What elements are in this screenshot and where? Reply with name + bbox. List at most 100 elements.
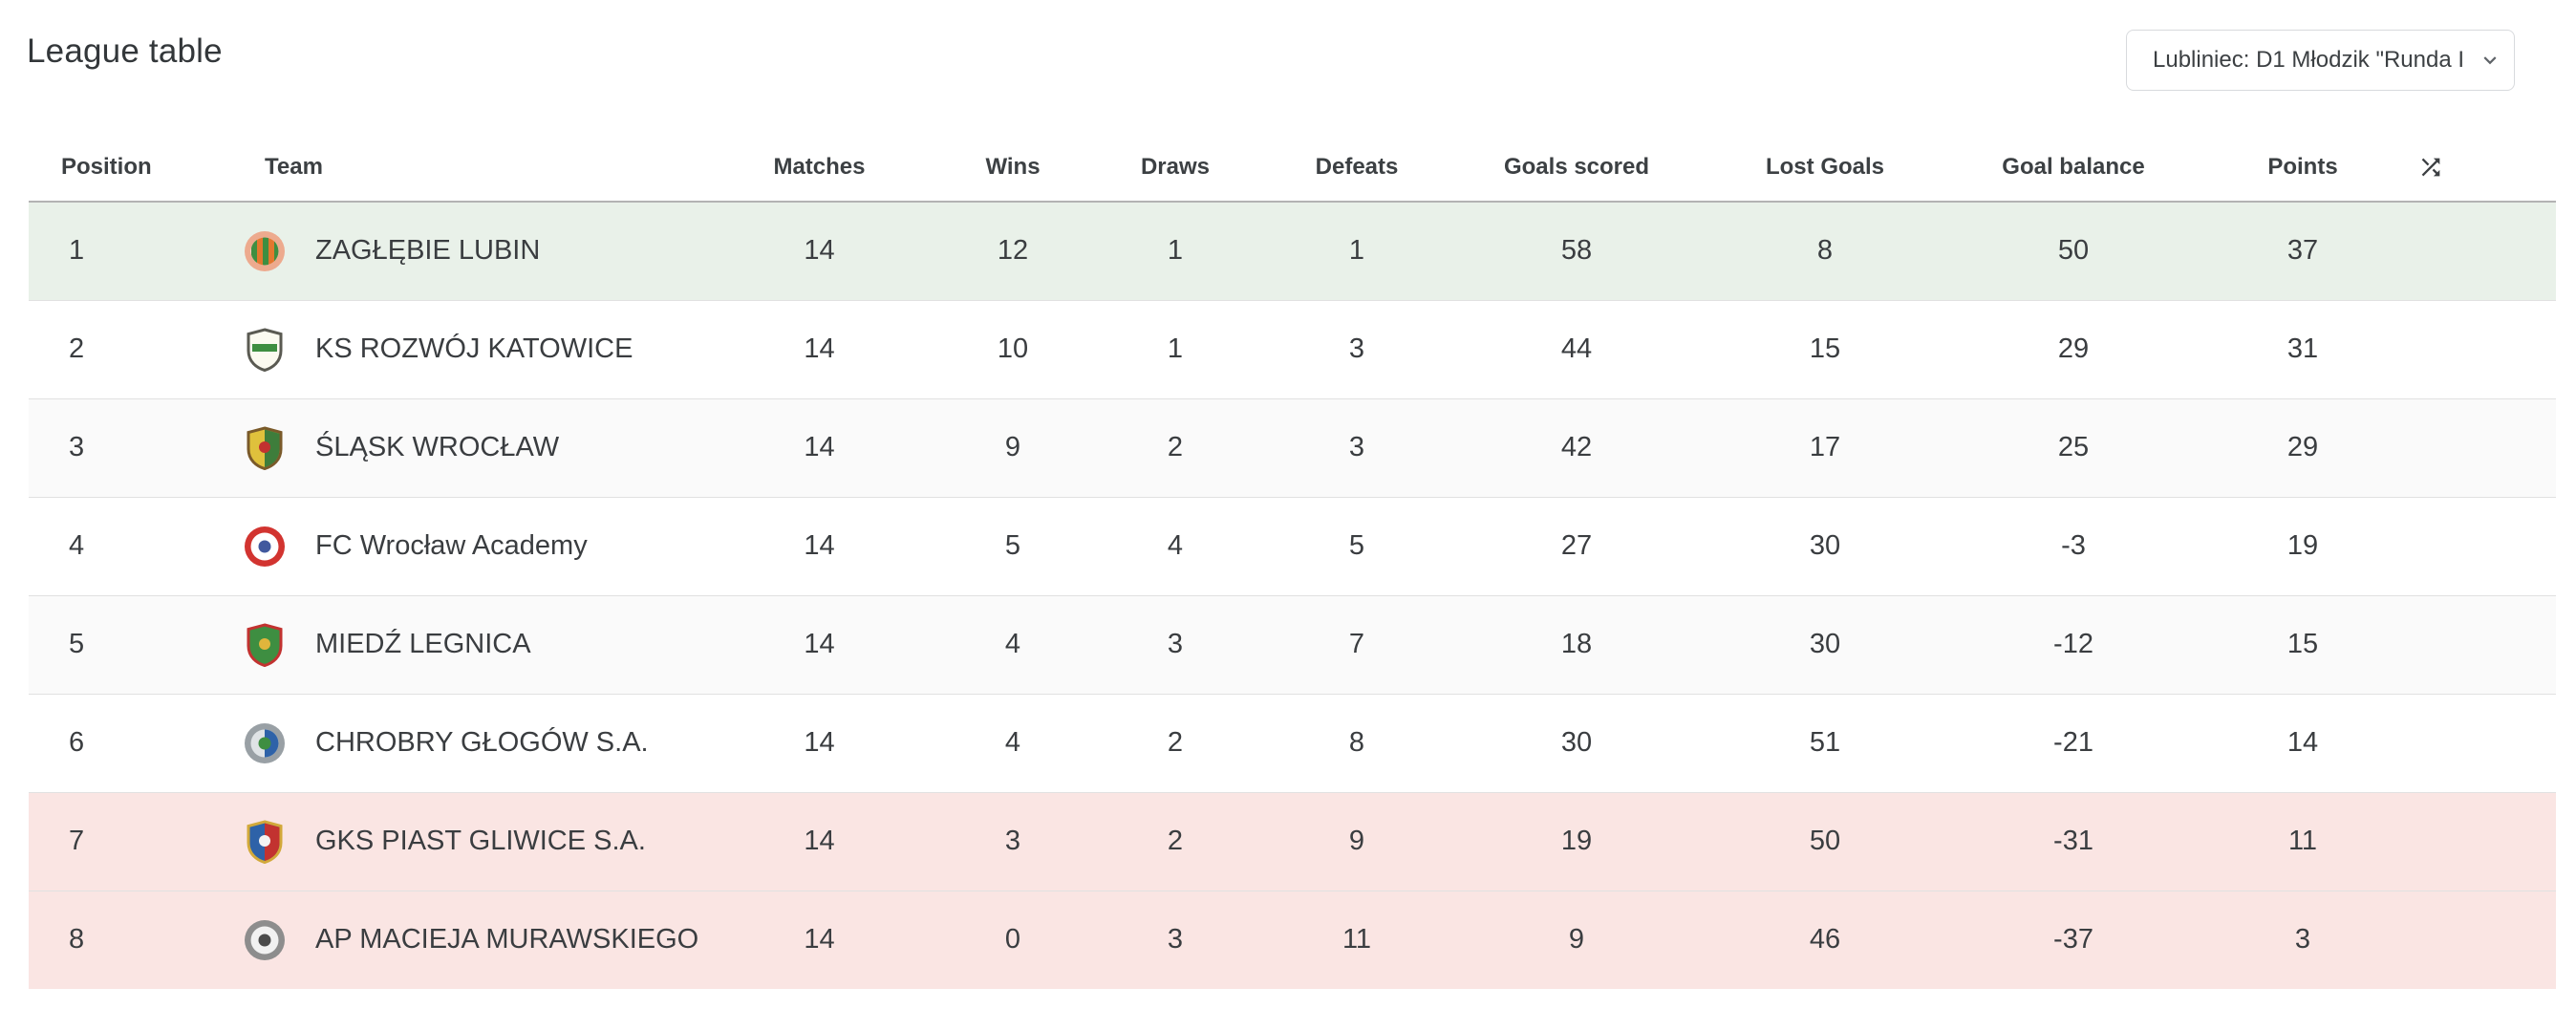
wins-cell: 4: [1004, 629, 1021, 659]
team-wrap: ŚLĄSK WROCŁAW: [210, 425, 707, 470]
matches-cell: 14: [804, 530, 835, 561]
draws-cell: 2: [1167, 727, 1184, 758]
table-header-row: Position Team Matches Wins Draws Defeats…: [29, 134, 2556, 202]
goal-balance-cell: -31: [2053, 826, 2093, 856]
goal-balance-cell: 25: [2057, 432, 2090, 462]
team-crest-icon: [244, 327, 286, 372]
draws-cell: 1: [1167, 333, 1184, 364]
wins-cell: 3: [1004, 826, 1021, 856]
empty-cell: [2413, 792, 2556, 891]
goal-balance-cell: -12: [2053, 629, 2093, 659]
goal-balance-cell: -21: [2053, 727, 2093, 758]
table-row[interactable]: 1 ZAGŁĘBIE LUBIN 14 12 1 1 58 8 50 37: [29, 202, 2556, 300]
wins-cell: 4: [1004, 727, 1021, 758]
team-wrap: FC Wrocław Academy: [210, 525, 707, 569]
team-cell: ŚLĄSK WROCŁAW: [210, 398, 707, 497]
draws-cell: 1: [1167, 235, 1184, 267]
team-crest-icon: [244, 229, 286, 273]
table-row[interactable]: 2 KS ROZWÓJ KATOWICE 14 10 1 3 44 15 29 …: [29, 300, 2556, 398]
points-cell: 29: [2286, 432, 2319, 462]
goals-scored-cell: 27: [1560, 530, 1593, 561]
team-name: FC Wrocław Academy: [315, 530, 588, 561]
col-header-team: Team: [265, 154, 323, 180]
table-row[interactable]: 7 GKS PIAST GLIWICE S.A. 14 3 2 9 19 50 …: [29, 792, 2556, 891]
position-cell: 8: [69, 924, 85, 955]
shuffle-icon[interactable]: [2417, 154, 2444, 181]
team-cell: ZAGŁĘBIE LUBIN: [210, 202, 707, 300]
empty-cell: [2413, 891, 2556, 989]
team-wrap: AP MACIEJA MURAWSKIEGO: [210, 918, 707, 962]
team-name: AP MACIEJA MURAWSKIEGO: [315, 924, 699, 955]
matches-cell: 14: [804, 727, 835, 758]
defeats-cell: 8: [1348, 727, 1365, 758]
draws-cell: 3: [1167, 629, 1184, 659]
goals-scored-cell: 9: [1568, 924, 1585, 955]
position-cell: 1: [69, 235, 85, 267]
empty-cell: [2413, 694, 2556, 792]
wins-cell: 12: [997, 235, 1029, 267]
table-row[interactable]: 4 FC Wrocław Academy 14 5 4 5 27 30 -3 1…: [29, 497, 2556, 595]
defeats-cell: 3: [1348, 333, 1365, 364]
defeats-cell: 9: [1348, 826, 1365, 856]
col-header-points: Points: [2267, 154, 2338, 180]
matches-cell: 14: [804, 924, 835, 955]
table-row[interactable]: 6 CHROBRY GŁOGÓW S.A. 14 4 2 8 30 51 -21…: [29, 694, 2556, 792]
points-cell: 11: [2287, 826, 2318, 856]
points-cell: 19: [2286, 530, 2319, 561]
empty-cell: [2413, 202, 2556, 300]
wins-cell: 10: [997, 333, 1029, 364]
team-crest-icon: [244, 918, 286, 962]
points-cell: 15: [2286, 629, 2319, 659]
col-header-wins: Wins: [985, 154, 1041, 180]
table-row[interactable]: 8 AP MACIEJA MURAWSKIEGO 14 0 3 11 9 46 …: [29, 891, 2556, 989]
goals-scored-cell: 58: [1560, 235, 1593, 267]
league-selector[interactable]: Lubliniec: D1 Młodzik "Runda I: [2126, 30, 2515, 91]
wins-cell: 0: [1004, 924, 1021, 955]
table-row[interactable]: 3 ŚLĄSK WROCŁAW 14 9 2 3 42 17 25 29: [29, 398, 2556, 497]
position-cell: 7: [69, 826, 85, 856]
defeats-cell: 7: [1348, 629, 1365, 659]
position-cell: 4: [69, 530, 85, 561]
team-wrap: MIEDŹ LEGNICA: [210, 622, 707, 667]
goals-scored-cell: 19: [1560, 826, 1593, 856]
table-row[interactable]: 5 MIEDŹ LEGNICA 14 4 3 7 18 30 -12 15: [29, 595, 2556, 694]
team-crest-icon: [244, 721, 286, 765]
team-wrap: GKS PIAST GLIWICE S.A.: [210, 819, 707, 864]
goals-scored-cell: 44: [1560, 333, 1593, 364]
team-wrap: KS ROZWÓJ KATOWICE: [210, 327, 707, 372]
team-cell: CHROBRY GŁOGÓW S.A.: [210, 694, 707, 792]
points-cell: 31: [2286, 333, 2319, 364]
draws-cell: 2: [1167, 826, 1184, 856]
col-header-position: Position: [61, 154, 152, 180]
draws-cell: 3: [1167, 924, 1184, 955]
team-name: GKS PIAST GLIWICE S.A.: [315, 826, 646, 856]
team-name: ŚLĄSK WROCŁAW: [315, 432, 560, 462]
team-name: ZAGŁĘBIE LUBIN: [315, 235, 541, 267]
defeats-cell: 5: [1348, 530, 1365, 561]
position-cell: 3: [69, 432, 85, 462]
goals-scored-cell: 30: [1560, 727, 1593, 758]
col-header-goal-balance: Goal balance: [2002, 154, 2145, 180]
empty-cell: [2413, 398, 2556, 497]
defeats-cell: 3: [1348, 432, 1365, 462]
page-title: League table: [27, 32, 223, 70]
col-header-goals-scored: Goals scored: [1503, 154, 1650, 180]
empty-cell: [2413, 595, 2556, 694]
lost-goals-cell: 51: [1809, 727, 1841, 758]
league-selector-value: Lubliniec: D1 Młodzik "Runda I: [2153, 47, 2465, 73]
lost-goals-cell: 8: [1816, 235, 1834, 267]
empty-cell: [2413, 497, 2556, 595]
col-header-matches: Matches: [773, 154, 866, 180]
team-name: CHROBRY GŁOGÓW S.A.: [315, 727, 649, 758]
team-cell: FC Wrocław Academy: [210, 497, 707, 595]
team-name: MIEDŹ LEGNICA: [315, 629, 531, 659]
points-cell: 3: [2294, 924, 2311, 955]
lost-goals-cell: 30: [1809, 530, 1841, 561]
draws-cell: 4: [1167, 530, 1184, 561]
defeats-cell: 1: [1348, 235, 1365, 267]
team-crest-icon: [244, 622, 286, 667]
col-header-defeats: Defeats: [1315, 154, 1399, 180]
team-cell: MIEDŹ LEGNICA: [210, 595, 707, 694]
matches-cell: 14: [804, 432, 835, 462]
team-cell: KS ROZWÓJ KATOWICE: [210, 300, 707, 398]
